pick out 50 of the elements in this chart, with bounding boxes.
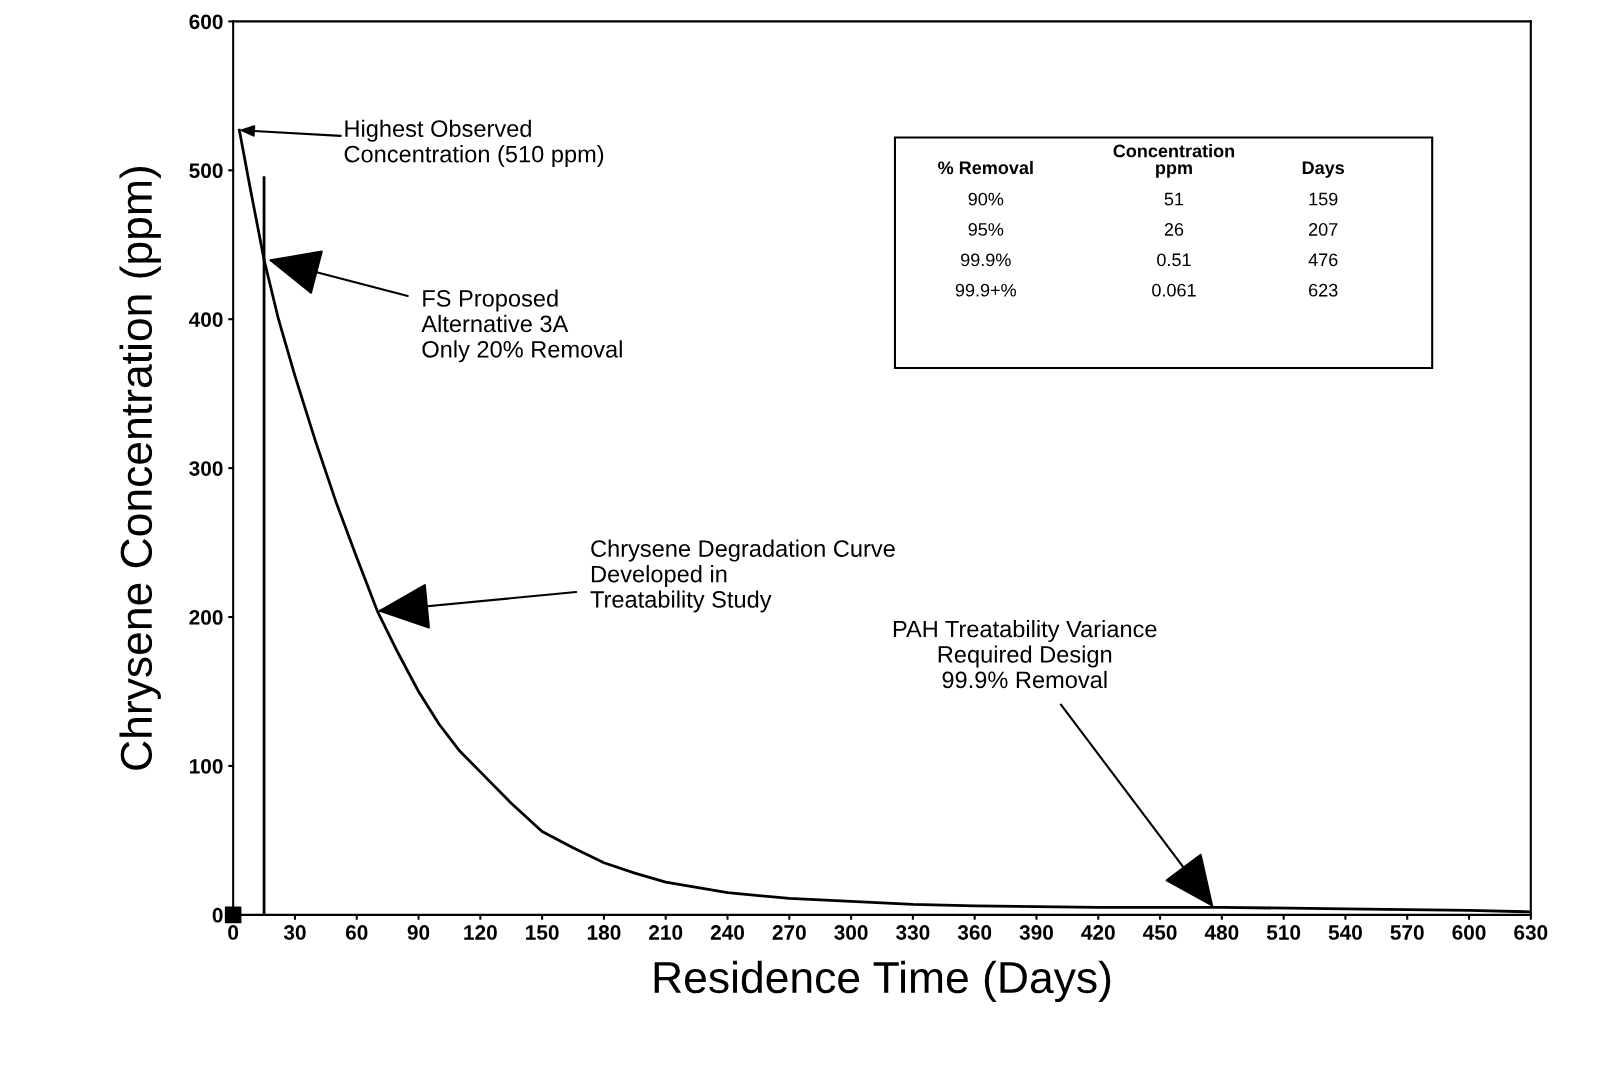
annotation: 95% — [968, 223, 1004, 236]
x-tick-label: 540 — [1328, 925, 1362, 940]
annotation: Highest Observed Concentration (510 ppm) — [344, 119, 604, 168]
annotation: 90% — [968, 192, 1004, 206]
x-tick-label: 480 — [1204, 925, 1239, 940]
x-tick-label: 360 — [957, 925, 992, 940]
x-tick-label: 570 — [1390, 925, 1424, 940]
annotation: FS Proposed Alternative 3A Only 20% Removal — [421, 289, 622, 363]
x-tick-label: 150 — [526, 925, 559, 940]
annotation: Concentration ppm — [1113, 144, 1235, 178]
x-tick-label: 30 — [283, 925, 306, 940]
annotation: Days — [1302, 161, 1345, 178]
x-tick-label: 630 — [1514, 925, 1548, 940]
x-tick-label: 390 — [1019, 925, 1053, 940]
annotation: 26 — [1164, 223, 1184, 236]
x-tick-label: 240 — [710, 925, 745, 940]
annotation: 623 — [1309, 283, 1338, 297]
x-tick-label: 330 — [895, 925, 930, 940]
y-tick-label: 0 — [212, 907, 223, 923]
x-tick-label: 180 — [587, 925, 621, 940]
x-tick-label: 600 — [1452, 925, 1486, 940]
annotation: 99.9% — [961, 253, 1011, 267]
y-tick-label: 300 — [189, 461, 223, 476]
annotation: 99.9+% — [955, 283, 1017, 297]
x-tick-label: 450 — [1142, 925, 1177, 940]
y-tick-label: 400 — [189, 312, 223, 327]
annotation: 159 — [1309, 192, 1338, 206]
x-tick-label: 300 — [834, 925, 868, 940]
y-tick-label: 500 — [189, 163, 223, 179]
x-tick-label: 120 — [464, 925, 497, 940]
annotation: % Removal — [938, 160, 1033, 175]
annotation: Chrysene Degradation Curve Developed in Treatability Study — [590, 539, 895, 613]
y-tick-label: 100 — [189, 758, 223, 774]
x-tick-label: 0 — [228, 925, 239, 940]
y-axis-title: Chrysene Concentration (ppm) — [119, 167, 161, 770]
x-tick-label: 90 — [407, 925, 430, 940]
annotation: 207 — [1309, 223, 1338, 236]
x-tick-label: 420 — [1081, 925, 1115, 940]
x-axis-title: Residence Time (Days) — [654, 960, 1111, 1003]
y-tick-label: 600 — [189, 14, 223, 30]
x-tick-label: 60 — [345, 925, 368, 940]
x-tick-label: 210 — [649, 925, 683, 940]
annotation: 476 — [1308, 253, 1338, 267]
annotation: 0.061 — [1152, 283, 1196, 297]
annotation: 0.51 — [1157, 253, 1191, 267]
annotation: 51 — [1164, 192, 1184, 206]
annotation: PAH Treatability Variance Required Design 99.9% Removal — [893, 620, 1157, 689]
x-tick-label: 510 — [1266, 925, 1301, 940]
x-tick-label: 270 — [772, 925, 806, 940]
y-tick-label: 200 — [189, 610, 223, 625]
